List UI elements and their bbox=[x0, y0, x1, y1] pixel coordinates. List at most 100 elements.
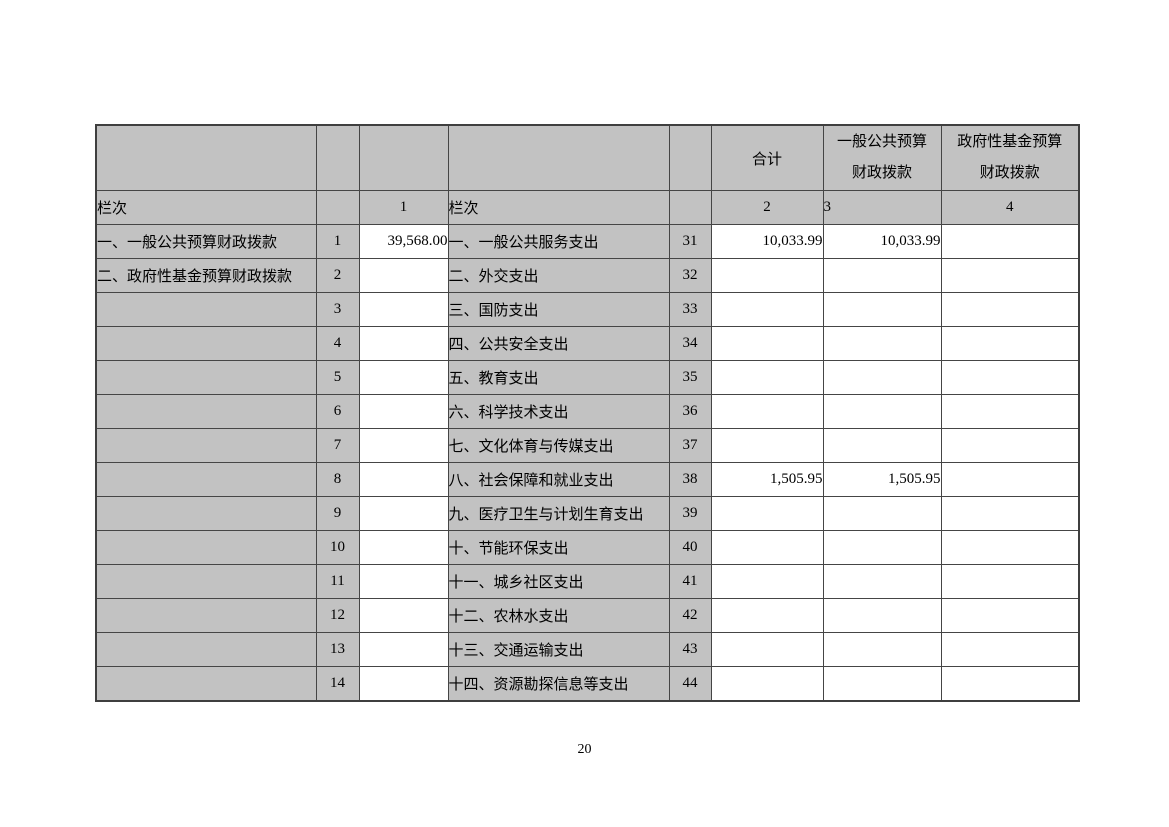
value-cell bbox=[822, 428, 942, 463]
value-cell: 1,505.95 bbox=[822, 462, 942, 497]
value-cell bbox=[822, 632, 942, 667]
row-number: 43 bbox=[668, 632, 712, 667]
value-cell bbox=[940, 292, 1080, 327]
table-row: 9 九、医疗卫生与计划生育支出 39 bbox=[95, 496, 1080, 531]
value-cell bbox=[822, 292, 942, 327]
row-label: 四、公共安全支出 bbox=[447, 326, 670, 361]
row-number: 42 bbox=[668, 598, 712, 633]
value-cell bbox=[358, 598, 449, 633]
row-label: 十三、交通运输支出 bbox=[447, 632, 670, 667]
value-cell bbox=[822, 326, 942, 361]
row-number: 36 bbox=[668, 394, 712, 429]
column-index-3: 3 bbox=[822, 190, 942, 225]
value-cell bbox=[822, 564, 942, 599]
row-label: 七、文化体育与传媒支出 bbox=[447, 428, 670, 463]
row-number: 8 bbox=[315, 462, 360, 497]
row-number: 10 bbox=[315, 530, 360, 565]
value-cell: 1,505.95 bbox=[710, 462, 824, 497]
value-cell bbox=[822, 394, 942, 429]
column-index-empty bbox=[315, 190, 360, 225]
value-cell bbox=[710, 326, 824, 361]
row-number: 3 bbox=[315, 292, 360, 327]
row-label: 十四、资源勘探信息等支出 bbox=[447, 666, 670, 702]
value-cell bbox=[358, 326, 449, 361]
table-row: 13 十三、交通运输支出 43 bbox=[95, 632, 1080, 667]
row-number: 40 bbox=[668, 530, 712, 565]
column-index-label: 栏次 bbox=[95, 190, 317, 225]
table-row: 12 十二、农林水支出 42 bbox=[95, 598, 1080, 633]
row-number: 2 bbox=[315, 258, 360, 293]
value-cell bbox=[940, 394, 1080, 429]
table-row: 14 十四、资源勘探信息等支出 44 bbox=[95, 666, 1080, 702]
table-row: 11 十一、城乡社区支出 41 bbox=[95, 564, 1080, 599]
row-number: 9 bbox=[315, 496, 360, 531]
row-number: 7 bbox=[315, 428, 360, 463]
row-label bbox=[95, 598, 317, 633]
row-number: 44 bbox=[668, 666, 712, 702]
table-row: 一、一般公共预算财政拨款 1 39,568.00 一、一般公共服务支出 31 10,033… bbox=[95, 224, 1080, 259]
value-cell bbox=[710, 666, 824, 702]
row-label bbox=[95, 428, 317, 463]
value-cell bbox=[710, 360, 824, 395]
value-cell bbox=[940, 564, 1080, 599]
value-cell bbox=[822, 666, 942, 702]
value-cell bbox=[822, 258, 942, 293]
table-row: 8 八、社会保障和就业支出 38 1,505.95 1,505.95 bbox=[95, 462, 1080, 497]
column-index-4: 4 bbox=[940, 190, 1080, 225]
row-label bbox=[95, 632, 317, 667]
row-number: 32 bbox=[668, 258, 712, 293]
row-number: 37 bbox=[668, 428, 712, 463]
header-line: 一般公共预算 bbox=[836, 134, 927, 150]
row-label: 五、教育支出 bbox=[447, 360, 670, 395]
row-label bbox=[95, 326, 317, 361]
value-cell bbox=[940, 224, 1080, 259]
page-number: 20 bbox=[577, 742, 592, 757]
value-cell bbox=[358, 462, 449, 497]
row-number: 1 bbox=[315, 224, 360, 259]
value-cell bbox=[710, 598, 824, 633]
value-cell bbox=[358, 394, 449, 429]
column-index-1: 1 bbox=[358, 190, 449, 225]
row-number: 35 bbox=[668, 360, 712, 395]
table-row: 10 十、节能环保支出 40 bbox=[95, 530, 1080, 565]
row-label: 九、医疗卫生与计划生育支出 bbox=[447, 496, 670, 531]
row-label: 三、国防支出 bbox=[447, 292, 670, 327]
header-line: 财政拨款 bbox=[979, 165, 1040, 181]
row-number: 14 bbox=[315, 666, 360, 702]
value-cell bbox=[710, 564, 824, 599]
value-cell bbox=[940, 360, 1080, 395]
table-row: 5 五、教育支出 35 bbox=[95, 360, 1080, 395]
table-row: 二、政府性基金预算财政拨款 2 二、外交支出 32 bbox=[95, 258, 1080, 293]
row-number: 6 bbox=[315, 394, 360, 429]
table-row: 6 六、科学技术支出 36 bbox=[95, 394, 1080, 429]
value-cell bbox=[358, 258, 449, 293]
header-empty-cell bbox=[358, 124, 449, 191]
row-label bbox=[95, 292, 317, 327]
value-cell bbox=[710, 530, 824, 565]
row-number: 34 bbox=[668, 326, 712, 361]
row-label bbox=[95, 360, 317, 395]
value-cell bbox=[940, 666, 1080, 702]
table-row: 7 七、文化体育与传媒支出 37 bbox=[95, 428, 1080, 463]
value-cell bbox=[940, 326, 1080, 361]
header-empty-cell bbox=[668, 124, 712, 191]
value-cell bbox=[710, 428, 824, 463]
value-cell bbox=[940, 598, 1080, 633]
table-row: 3 三、国防支出 33 bbox=[95, 292, 1080, 327]
row-number: 5 bbox=[315, 360, 360, 395]
row-number: 41 bbox=[668, 564, 712, 599]
value-cell bbox=[358, 632, 449, 667]
row-label: 一、一般公共预算财政拨款 bbox=[95, 224, 317, 259]
value-cell bbox=[710, 394, 824, 429]
value-cell bbox=[358, 530, 449, 565]
row-label bbox=[95, 666, 317, 702]
row-number: 13 bbox=[315, 632, 360, 667]
row-label: 二、外交支出 bbox=[447, 258, 670, 293]
value-cell bbox=[822, 360, 942, 395]
header-empty-cell bbox=[95, 124, 317, 191]
value-cell bbox=[358, 564, 449, 599]
value-cell bbox=[940, 496, 1080, 531]
value-cell bbox=[940, 530, 1080, 565]
row-label bbox=[95, 496, 317, 531]
